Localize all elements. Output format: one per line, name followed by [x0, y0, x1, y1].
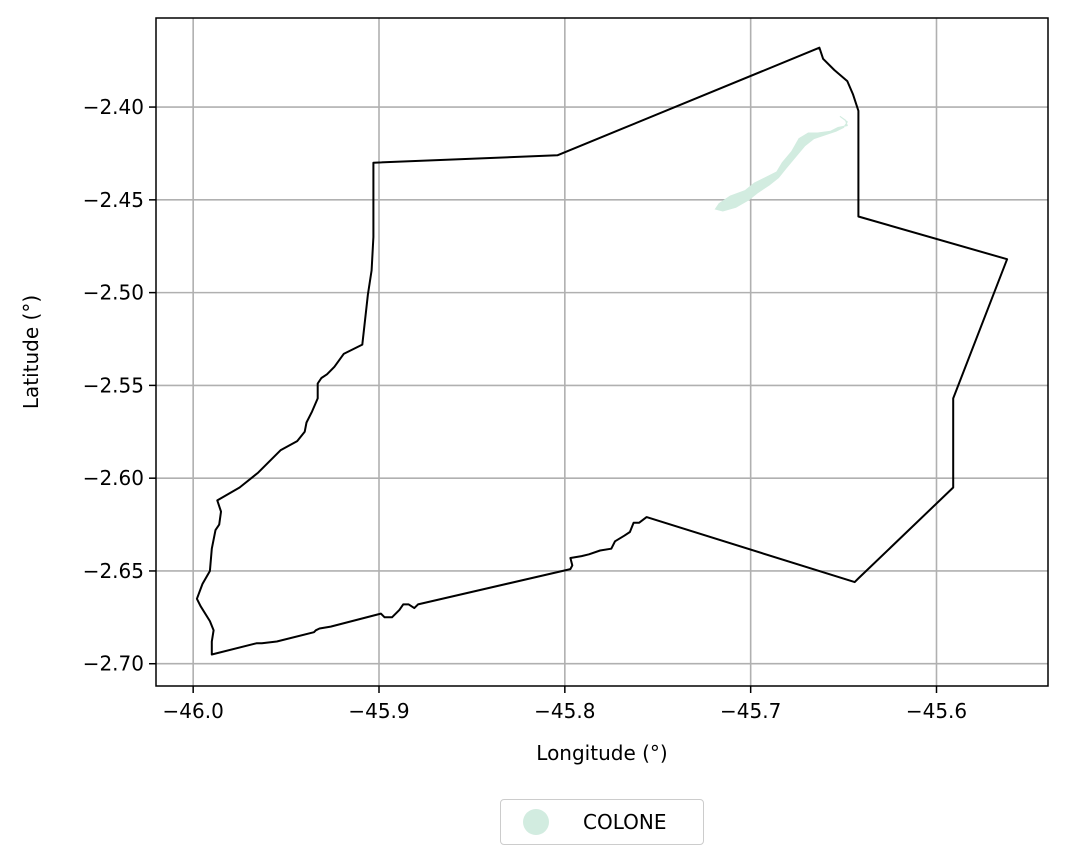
- colone-features: [714, 115, 848, 212]
- y-tick-label: −2.70: [83, 652, 144, 676]
- y-tick-label: −2.50: [83, 281, 144, 305]
- x-tick-label: −45.9: [348, 699, 409, 723]
- map-plot: −46.0 −45.9 −45.8 −45.7 −45.6 −2.40 −2.45 −2.50…: [19, 17, 1049, 765]
- municipality-boundary: [195, 46, 1009, 656]
- grid-lines: [156, 18, 1048, 686]
- plot-background: [156, 18, 1048, 686]
- colone-feature: [714, 115, 848, 212]
- y-tick-label: −2.60: [83, 466, 144, 490]
- y-tick-label: −2.65: [83, 559, 144, 583]
- plot-frame: [155, 17, 1049, 687]
- x-tick-label: −45.6: [906, 699, 967, 723]
- y-tick-label: −2.40: [83, 95, 144, 119]
- x-axis-label: Longitude (°): [536, 741, 667, 765]
- x-tick-label: −46.0: [163, 699, 224, 723]
- legend: COLONE: [500, 799, 704, 845]
- x-tick-label: −45.8: [534, 699, 595, 723]
- y-tick-label: −2.45: [83, 188, 144, 212]
- y-tick-label: −2.55: [83, 373, 144, 397]
- axis-ticks: −46.0 −45.9 −45.8 −45.7 −45.6 −2.40 −2.45 −2.50…: [83, 95, 967, 723]
- x-tick-label: −45.7: [720, 699, 781, 723]
- legend-marker-colone: [523, 809, 549, 835]
- legend-label-colone: COLONE: [583, 810, 667, 834]
- y-axis-label: Latitude (°): [19, 295, 43, 409]
